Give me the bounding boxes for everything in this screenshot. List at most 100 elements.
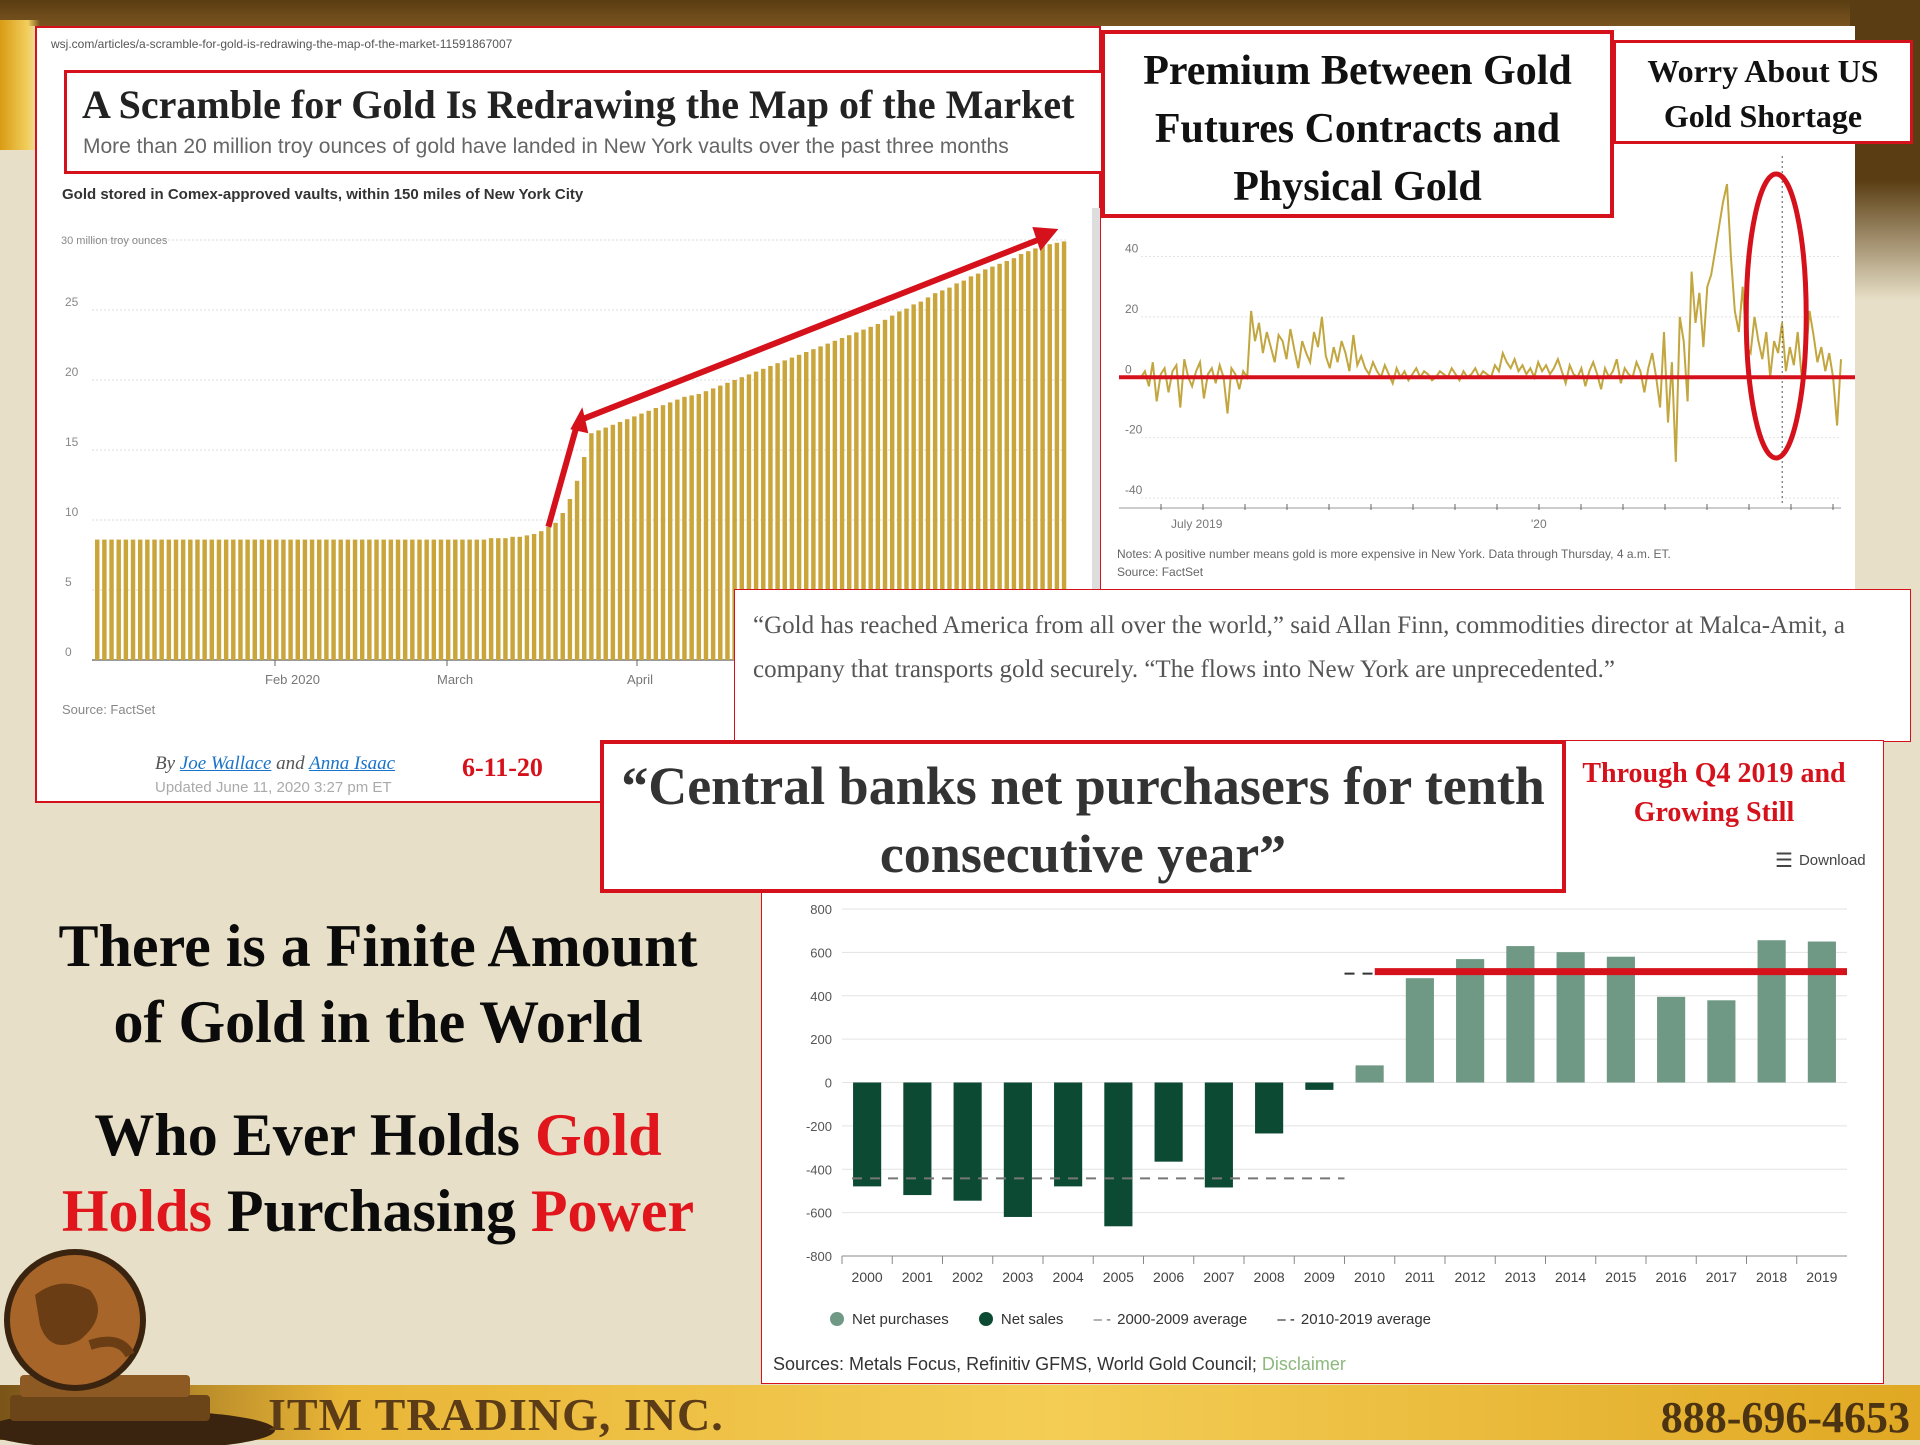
article-subhead: More than 20 million troy ounces of gold… bbox=[83, 135, 1009, 158]
worry-callout: Worry About US Gold Shortage bbox=[1613, 40, 1913, 144]
cb-x-tick: 2008 bbox=[1254, 1269, 1285, 1285]
cb-bar bbox=[1255, 1082, 1284, 1134]
legend-avg-2000-2009[interactable]: – - 2000-2009 average bbox=[1094, 1311, 1248, 1328]
premium-y-tick: 20 bbox=[1125, 302, 1139, 316]
premium-y-tick: 0 bbox=[1125, 362, 1132, 376]
vault-bar bbox=[682, 396, 687, 660]
cb-x-tick: 2007 bbox=[1203, 1269, 1234, 1285]
vault-bar bbox=[231, 539, 236, 660]
vault-bar bbox=[188, 539, 193, 660]
vault-bar bbox=[531, 534, 537, 660]
vault-bar bbox=[259, 539, 265, 660]
cb-x-tick: 2014 bbox=[1555, 1269, 1586, 1285]
premium-y-tick: -40 bbox=[1125, 483, 1143, 497]
vault-bar bbox=[660, 405, 666, 660]
vault-bar bbox=[374, 539, 379, 660]
central-bank-headline: “Central banks net purchasers for tenth … bbox=[621, 756, 1545, 884]
vault-bar bbox=[402, 539, 408, 660]
vault-bar bbox=[216, 539, 222, 660]
vault-bar bbox=[574, 480, 580, 660]
article-url[interactable]: wsj.com/articles/a-scramble-for-gold-is-… bbox=[51, 37, 513, 51]
vault-bar bbox=[317, 539, 322, 660]
central-bank-chart: -800 -600 -400 -200 0 200 400 600 800 2000 2001 200… bbox=[806, 902, 1847, 1285]
red-arrowhead-2 bbox=[1032, 227, 1059, 251]
cb-x-tick: 2000 bbox=[852, 1269, 883, 1285]
cb-bar bbox=[953, 1082, 982, 1201]
vault-y-tick: 15 bbox=[65, 435, 79, 449]
byline-prefix: By bbox=[155, 753, 180, 774]
sources-text: Sources: Metals Focus, Refinitiv GFMS, W… bbox=[773, 1354, 1262, 1374]
vault-bar bbox=[481, 539, 487, 660]
vault-bar bbox=[596, 430, 601, 660]
vault-bar bbox=[209, 539, 215, 660]
cb-x-tick: 2003 bbox=[1002, 1269, 1033, 1285]
vault-bar bbox=[653, 408, 659, 660]
vault-bar bbox=[331, 539, 336, 660]
vault-bar bbox=[159, 539, 164, 660]
left-gold-decoration bbox=[0, 20, 40, 150]
disclaimer-link[interactable]: Disclaimer bbox=[1261, 1354, 1346, 1374]
vault-y-tick: 5 bbox=[65, 575, 72, 589]
vault-bar bbox=[431, 539, 437, 660]
vault-bar bbox=[610, 424, 616, 660]
legend-avg-2010-2019[interactable]: – - 2010-2019 average bbox=[1277, 1311, 1431, 1328]
msg-holds: Holds bbox=[61, 1178, 212, 1244]
vault-bar bbox=[667, 402, 673, 660]
globe-logo-icon bbox=[0, 1249, 275, 1445]
author-link-1[interactable]: Joe Wallace bbox=[179, 753, 272, 774]
cb-y-tick: 0 bbox=[825, 1076, 832, 1091]
vault-bar bbox=[274, 539, 279, 660]
vault-bar bbox=[137, 539, 143, 660]
vault-x-tick: Feb 2020 bbox=[265, 672, 320, 687]
vault-bar bbox=[288, 539, 293, 660]
vault-y-tick: 25 bbox=[65, 295, 79, 309]
purchasing-power-message: Who Ever Holds Gold Holds Purchasing Powe… bbox=[28, 1097, 728, 1249]
worry-text: Worry About US Gold Shortage bbox=[1647, 53, 1879, 134]
legend-net-sales[interactable]: Net sales bbox=[978, 1311, 1063, 1328]
dashed-line-icon: – - bbox=[1277, 1311, 1295, 1328]
vault-bar bbox=[453, 539, 458, 660]
cb-x-tick: 2004 bbox=[1053, 1269, 1084, 1285]
date-annotation: 6-11-20 bbox=[462, 753, 543, 782]
vault-bar bbox=[603, 427, 608, 660]
vault-chart-title: Gold stored in Comex-approved vaults, wi… bbox=[62, 186, 584, 203]
byline: By Joe Wallace and Anna Isaac bbox=[155, 753, 395, 775]
vault-bar bbox=[524, 535, 530, 660]
vault-bar bbox=[145, 539, 150, 660]
vault-bar bbox=[223, 539, 229, 660]
cb-x-tick: 2018 bbox=[1756, 1269, 1787, 1285]
legend-net-purchases[interactable]: Net purchases bbox=[830, 1311, 949, 1328]
cb-y-tick: 200 bbox=[810, 1032, 832, 1047]
vault-x-tick: April bbox=[627, 672, 653, 687]
vault-bar bbox=[116, 539, 121, 660]
premium-notes: Notes: A positive number means gold is m… bbox=[1117, 547, 1671, 561]
vault-bar bbox=[503, 538, 508, 660]
vault-bar bbox=[252, 539, 257, 660]
msg-gold: Gold bbox=[534, 1102, 662, 1168]
cb-bar bbox=[1154, 1082, 1183, 1162]
vault-bar bbox=[180, 539, 186, 660]
cb-y-tick: 600 bbox=[810, 945, 832, 960]
net-sales-dot-icon bbox=[978, 1312, 993, 1326]
phone-number[interactable]: 888-696-4653 bbox=[1660, 1393, 1910, 1442]
download-button[interactable]: ☰ Download bbox=[1775, 848, 1866, 873]
vault-bar bbox=[474, 539, 480, 660]
red-arrow-1 bbox=[545, 426, 580, 528]
msg-part-d: Purchasing bbox=[211, 1178, 531, 1244]
cb-y-tick: -400 bbox=[806, 1162, 832, 1177]
vault-bar bbox=[295, 539, 300, 660]
vault-bar bbox=[624, 419, 630, 660]
vault-bar bbox=[152, 539, 157, 660]
central-bank-headline-box: “Central banks net purchasers for tenth … bbox=[600, 740, 1566, 893]
vault-bar bbox=[496, 538, 501, 660]
shortage-highlight-ellipse bbox=[1743, 171, 1809, 461]
vault-bar bbox=[109, 539, 114, 660]
author-link-2[interactable]: Anna Isaac bbox=[309, 753, 396, 774]
vault-bar bbox=[582, 457, 587, 660]
cb-y-tick: -200 bbox=[806, 1119, 832, 1134]
cb-bar bbox=[1707, 1000, 1736, 1083]
legend-avg2-label: 2010-2019 average bbox=[1300, 1311, 1432, 1328]
vault-bar bbox=[367, 539, 372, 660]
central-bank-legend: Net purchases Net sales – - 2000-2009 ave… bbox=[830, 1311, 1457, 1328]
cb-x-tick: 2015 bbox=[1605, 1269, 1636, 1285]
